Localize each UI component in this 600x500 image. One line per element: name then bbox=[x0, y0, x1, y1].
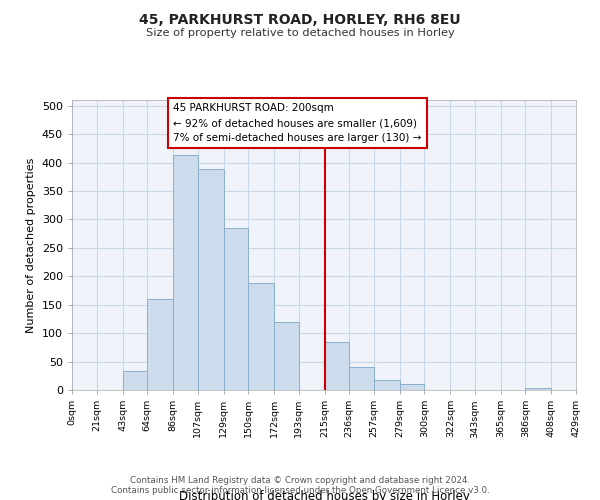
Bar bbox=[198, 170, 224, 390]
Bar bbox=[122, 371, 147, 390]
Text: Contains public sector information licensed under the Open Government Licence v3: Contains public sector information licen… bbox=[110, 486, 490, 495]
Bar bbox=[374, 380, 400, 390]
Text: 45, PARKHURST ROAD, HORLEY, RH6 8EU: 45, PARKHURST ROAD, HORLEY, RH6 8EU bbox=[139, 12, 461, 26]
Bar bbox=[400, 384, 424, 390]
Bar bbox=[147, 299, 173, 390]
X-axis label: Distribution of detached houses by size in Horley: Distribution of detached houses by size … bbox=[179, 490, 469, 500]
Bar bbox=[248, 283, 274, 390]
Y-axis label: Number of detached properties: Number of detached properties bbox=[26, 158, 36, 332]
Bar bbox=[325, 342, 349, 390]
Text: Contains HM Land Registry data © Crown copyright and database right 2024.: Contains HM Land Registry data © Crown c… bbox=[130, 476, 470, 485]
Text: 45 PARKHURST ROAD: 200sqm
← 92% of detached houses are smaller (1,609)
7% of sem: 45 PARKHURST ROAD: 200sqm ← 92% of detac… bbox=[173, 103, 421, 143]
Bar bbox=[349, 368, 374, 390]
Text: Size of property relative to detached houses in Horley: Size of property relative to detached ho… bbox=[146, 28, 454, 38]
Bar bbox=[526, 388, 551, 390]
Bar bbox=[173, 155, 198, 390]
Bar bbox=[274, 322, 299, 390]
Bar bbox=[224, 228, 248, 390]
